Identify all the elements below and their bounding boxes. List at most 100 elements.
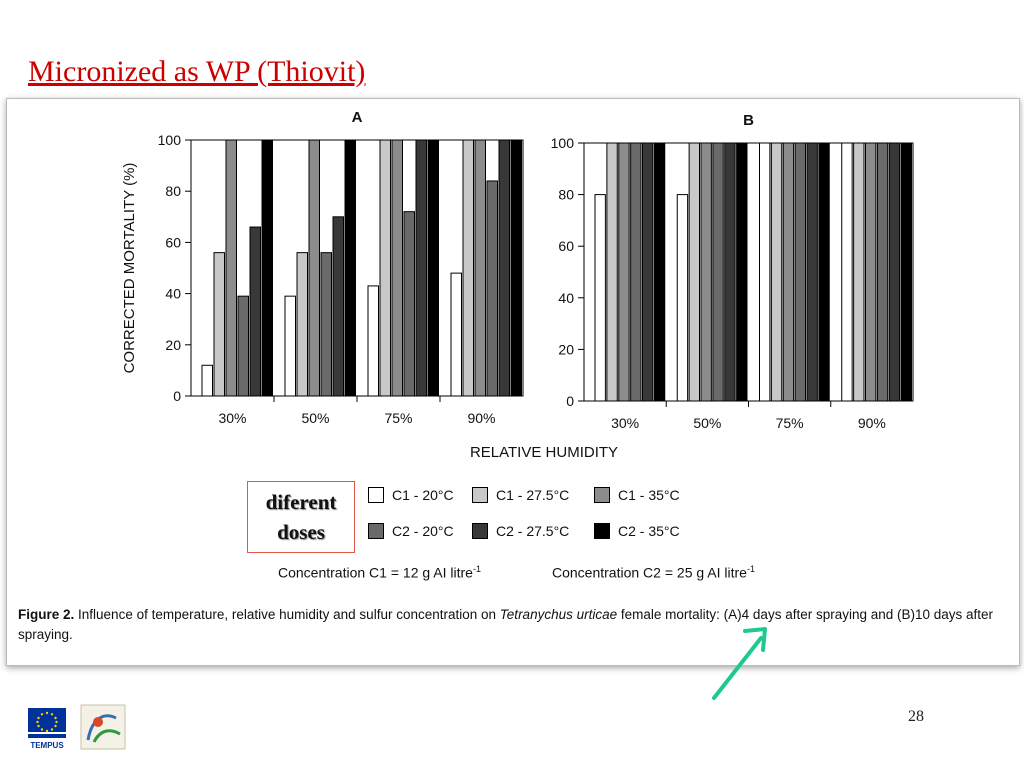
legend-swatch <box>472 523 488 539</box>
bar <box>427 139 439 397</box>
bar <box>213 252 225 397</box>
bar <box>724 142 736 402</box>
bar <box>486 180 498 397</box>
chart-title: A <box>352 109 363 126</box>
bar <box>865 142 877 402</box>
legend-label: C1 - 35°C <box>618 487 680 503</box>
bar <box>618 142 630 402</box>
tempus-label: TEMPUS <box>30 741 64 750</box>
bar <box>462 139 474 397</box>
legend-label: C2 - 35°C <box>618 523 680 539</box>
bar <box>642 142 654 402</box>
legend-item: C1 - 35°C <box>594 487 680 503</box>
legend-label: C1 - 20°C <box>392 487 454 503</box>
legend-swatch <box>368 487 384 503</box>
legend-label: C2 - 27.5°C <box>496 523 570 539</box>
legend-item: C2 - 35°C <box>594 523 680 539</box>
bar <box>379 139 391 397</box>
chart-title: B <box>743 112 754 129</box>
figure-label: Figure 2. <box>18 607 75 622</box>
bar <box>474 139 486 397</box>
caption-text-before: Influence of temperature, relative humid… <box>78 607 497 622</box>
x-tick-label: 75% <box>384 410 412 426</box>
y-tick-label: 40 <box>558 290 574 306</box>
legend-swatch <box>594 523 610 539</box>
bar <box>296 252 308 397</box>
bar <box>676 194 689 402</box>
bar <box>308 139 320 397</box>
y-tick-label: 80 <box>558 187 574 203</box>
y-tick-label: 0 <box>566 393 574 409</box>
y-tick-label: 0 <box>173 388 181 404</box>
y-tick-label: 60 <box>558 238 574 254</box>
bar <box>261 139 273 397</box>
ipm-logo-icon <box>80 704 126 750</box>
bar <box>249 226 261 397</box>
legend-swatch <box>594 487 610 503</box>
bar <box>344 139 356 397</box>
legend-item: C1 - 27.5°C <box>472 487 569 503</box>
bar <box>876 142 889 402</box>
bar <box>841 142 853 402</box>
bar <box>806 142 818 402</box>
bar <box>403 211 415 397</box>
bar <box>759 142 771 402</box>
legend-item: C1 - 20°C <box>368 487 454 503</box>
figure-panel: A 0 20 40 60 80 100 30% 50% 75% 90% CORRECTED MORTA… <box>6 98 1020 666</box>
bar <box>736 142 748 402</box>
bar <box>653 142 666 402</box>
slide-title: Micronized as WP (Thiovit) <box>28 55 366 88</box>
legend-swatch <box>368 523 384 539</box>
bar <box>818 142 830 402</box>
y-tick-label: 20 <box>165 337 181 353</box>
x-tick-label: 50% <box>301 410 329 426</box>
x-axis-label: RELATIVE HUMIDITY <box>470 444 618 461</box>
doses-annotation-line1: diferent <box>265 490 337 514</box>
bar <box>888 142 901 402</box>
figure-caption: Figure 2. Influence of temperature, rela… <box>18 605 1018 645</box>
x-tick-label: 30% <box>611 415 639 431</box>
eu-flag-icon: TEMPUS <box>25 706 69 750</box>
bar <box>606 142 618 402</box>
doses-annotation-line2: doses <box>277 520 325 544</box>
concentration-c1: Concentration C1 = 12 g AI litre-1 <box>278 564 481 581</box>
caption-text-after: female mortality: (A)4 days after sprayi… <box>18 607 994 642</box>
concentration-c2: Concentration C2 = 25 g AI litre-1 <box>552 564 755 581</box>
bar <box>510 139 522 397</box>
bar-charts: A 0 20 40 60 80 100 30% 50% 75% 90% CORRECTED MORTA… <box>121 109 914 461</box>
bar <box>415 139 427 397</box>
doses-annotation-box: diferent doses <box>247 481 355 553</box>
bar <box>201 364 213 397</box>
bar <box>688 142 700 402</box>
bar <box>332 216 344 397</box>
x-tick-label: 30% <box>218 410 246 426</box>
x-tick-label: 90% <box>858 415 886 431</box>
bar <box>225 139 237 397</box>
bar <box>237 295 249 397</box>
y-tick-label: 20 <box>558 341 574 357</box>
legend-item: C2 - 20°C <box>368 523 454 539</box>
page-number: 28 <box>908 708 924 725</box>
bar <box>367 285 379 397</box>
bar <box>284 295 296 397</box>
bar <box>630 142 642 402</box>
bar <box>712 142 724 402</box>
bar <box>700 142 712 402</box>
x-tick-label: 50% <box>693 415 721 431</box>
plot-frame <box>190 139 524 397</box>
y-axis-label: CORRECTED MORTALITY (%) <box>121 163 138 374</box>
bar <box>450 272 462 397</box>
bar <box>782 142 795 402</box>
bar <box>794 142 806 402</box>
bar <box>853 142 865 402</box>
caption-species: Tetranychus urticae <box>499 607 618 622</box>
x-tick-label: 75% <box>776 415 804 431</box>
legend-label: C2 - 20°C <box>392 523 454 539</box>
x-tick-label: 90% <box>467 410 495 426</box>
y-tick-label: 100 <box>551 135 575 151</box>
y-tick-label: 80 <box>165 183 181 199</box>
bar <box>391 139 403 397</box>
bar <box>900 142 912 402</box>
legend-swatch <box>472 487 488 503</box>
y-tick-label: 40 <box>165 286 181 302</box>
